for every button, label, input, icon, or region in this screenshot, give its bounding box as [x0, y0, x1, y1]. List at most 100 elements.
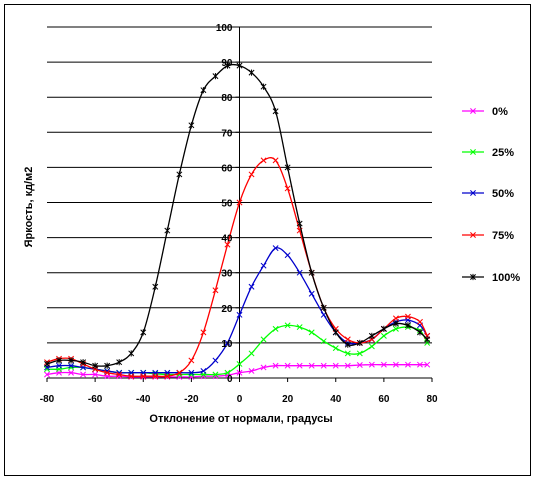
legend-label: 100%: [492, 272, 520, 284]
data-point: [368, 343, 375, 350]
data-point: [272, 325, 279, 332]
x-tick-label: 60: [378, 394, 390, 405]
data-point: [356, 350, 363, 357]
y-axis-title: Яркость, кд/м2: [23, 167, 35, 248]
data-point: [56, 362, 62, 369]
legend-marker: [470, 273, 476, 281]
legend-label: 0%: [492, 106, 508, 118]
data-point: [248, 171, 255, 178]
x-axis-title: Отклонение от нормали, градусы: [149, 413, 332, 425]
x-tick-label: 0: [237, 394, 243, 405]
data-point: [236, 62, 243, 69]
data-point: [308, 269, 315, 276]
y-tick-label: 20: [221, 304, 233, 315]
series-line: [46, 157, 428, 378]
data-point: [356, 339, 363, 346]
series-line: [46, 324, 428, 376]
legend-marker: [470, 190, 476, 196]
data-point: [380, 361, 387, 368]
data-point: [212, 287, 219, 294]
y-tick-label: 0: [227, 374, 233, 385]
data-point: [200, 329, 207, 336]
data-point: [284, 362, 291, 369]
legend: 0% 25% 50% 75% 100%: [462, 106, 520, 284]
y-tick-label: 100: [216, 23, 233, 34]
x-tick-label: 20: [282, 394, 294, 405]
data-point: [116, 359, 123, 366]
data-point: [380, 332, 387, 339]
data-point: [140, 329, 147, 336]
legend-marker: [470, 232, 476, 238]
y-tick-label: 50: [221, 199, 233, 210]
data-point: [248, 350, 255, 357]
data-point: [368, 332, 375, 339]
data-point: [236, 361, 243, 367]
data-point: [320, 362, 327, 369]
data-point: [236, 369, 243, 376]
legend-entry: 100%: [462, 272, 520, 284]
data-point: [260, 262, 267, 269]
data-point: [140, 373, 147, 380]
data-point: [392, 315, 399, 322]
series-100pct: [44, 62, 431, 369]
data-point: [296, 220, 303, 227]
data-point: [212, 371, 219, 378]
data-point: [164, 373, 171, 380]
data-point: [320, 338, 327, 345]
data-point: [308, 290, 315, 297]
data-point: [332, 362, 339, 369]
data-point: [296, 362, 303, 369]
data-point: [104, 362, 111, 369]
data-point: [188, 357, 195, 364]
data-point: [417, 361, 423, 368]
legend-label: 75%: [492, 230, 514, 242]
data-point: [284, 252, 291, 259]
y-tick-label: 40: [221, 234, 233, 245]
y-tick-label: 30: [221, 269, 233, 280]
chart-frame: [4, 4, 531, 476]
data-point: [272, 108, 279, 115]
series-25pct: [44, 322, 431, 378]
data-point: [296, 269, 303, 276]
data-point: [200, 368, 207, 374]
data-point: [236, 311, 243, 318]
x-tick-label: -40: [136, 394, 151, 405]
data-point: [188, 369, 195, 376]
data-point: [236, 199, 243, 206]
data-point: [188, 122, 195, 129]
data-point: [44, 371, 50, 378]
x-tick-label: -60: [88, 394, 103, 405]
data-point: [284, 322, 291, 329]
x-tick-label: -80: [40, 394, 55, 405]
data-point: [344, 336, 351, 343]
data-point: [92, 371, 99, 378]
data-point: [176, 171, 183, 178]
legend-entry: 25%: [462, 147, 514, 159]
tick-labels: -80 -60 -40 -20 0 20 40 60 80 0 10 20 30 40 50 60 70 80 90…: [40, 23, 438, 405]
data-point: [68, 362, 75, 369]
data-point: [260, 83, 267, 90]
data-point: [128, 373, 135, 380]
data-point: [332, 345, 339, 352]
series-layer: [44, 62, 431, 380]
data-point: [320, 304, 327, 311]
data-point: [224, 369, 231, 376]
data-point: [332, 329, 339, 336]
data-point: [80, 371, 87, 378]
data-point: [392, 320, 399, 327]
data-point: [424, 361, 431, 368]
data-point: [284, 164, 291, 171]
data-point: [296, 324, 303, 331]
data-point: [128, 350, 135, 357]
data-point: [224, 339, 231, 346]
data-point: [224, 62, 231, 69]
series-0pct: [44, 361, 431, 380]
series-line: [46, 247, 428, 374]
data-point: [272, 157, 279, 164]
data-point: [308, 362, 315, 369]
data-point: [272, 362, 279, 369]
data-point: [80, 359, 87, 366]
legend-marker: [470, 108, 476, 114]
x-tick-label: 40: [330, 394, 342, 405]
